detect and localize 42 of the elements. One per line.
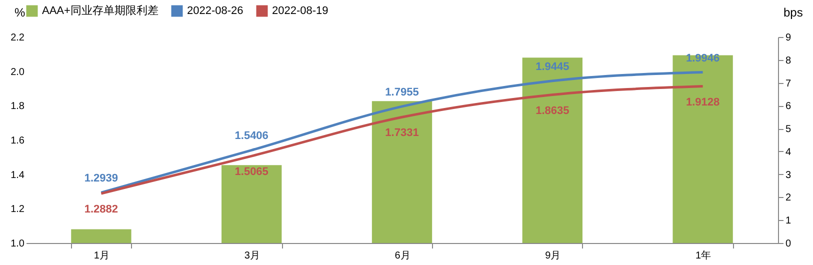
- y-tick-label: 2.0: [10, 66, 25, 78]
- y-axis-title: %: [14, 6, 26, 20]
- data-label: 1.9946: [686, 52, 720, 64]
- x-tick-label: 9月: [545, 250, 561, 262]
- y-tick-label: 1.8: [10, 101, 25, 112]
- y-tick-label: 2.2: [10, 32, 25, 44]
- x-tick-label: 1年: [696, 250, 712, 262]
- data-label: 1.2939: [84, 172, 118, 185]
- y2-tick-label: 2: [786, 192, 792, 204]
- bar: [522, 58, 582, 243]
- y-tick-label: 1.2: [10, 204, 25, 216]
- legend-label: 2022-08-26: [187, 5, 244, 17]
- y2-axis-title: bps: [784, 6, 803, 20]
- data-label: 1.9445: [536, 60, 570, 73]
- bar: [222, 165, 282, 243]
- data-label: 1.7955: [385, 86, 419, 98]
- y-tick-label: 1.6: [10, 136, 25, 146]
- y2-tick-label: 9: [786, 32, 792, 44]
- y2-tick-label: 3: [786, 170, 792, 181]
- y-tick-label: 1.4: [10, 170, 25, 181]
- x-tick-label: 1月: [94, 250, 110, 262]
- y2-tick-label: 6: [786, 101, 792, 112]
- data-label: 1.8635: [536, 104, 570, 117]
- data-label: 1.5406: [234, 130, 268, 142]
- data-label: 1.7331: [385, 127, 419, 140]
- bar: [372, 101, 432, 243]
- y-tick-label: 1.0: [10, 238, 25, 250]
- y2-tick-label: 0: [786, 238, 792, 250]
- data-label: 1.5065: [234, 166, 268, 178]
- y2-tick-label: 4: [786, 146, 792, 158]
- bar: [672, 55, 733, 243]
- y2-tick-label: 7: [786, 78, 792, 90]
- legend-label: AAA+同业存单期限利差: [42, 4, 158, 17]
- y2-tick-label: 1: [786, 216, 792, 227]
- y2-tick-label: 5: [786, 124, 792, 136]
- x-tick-label: 6月: [394, 250, 410, 262]
- y2-tick-label: 8: [786, 55, 792, 66]
- data-label: 1.9128: [686, 96, 720, 108]
- legend-label: 2022-08-19: [272, 5, 328, 17]
- bar: [71, 229, 132, 243]
- data-label: 1.2882: [84, 204, 118, 216]
- x-tick-label: 3月: [244, 250, 260, 262]
